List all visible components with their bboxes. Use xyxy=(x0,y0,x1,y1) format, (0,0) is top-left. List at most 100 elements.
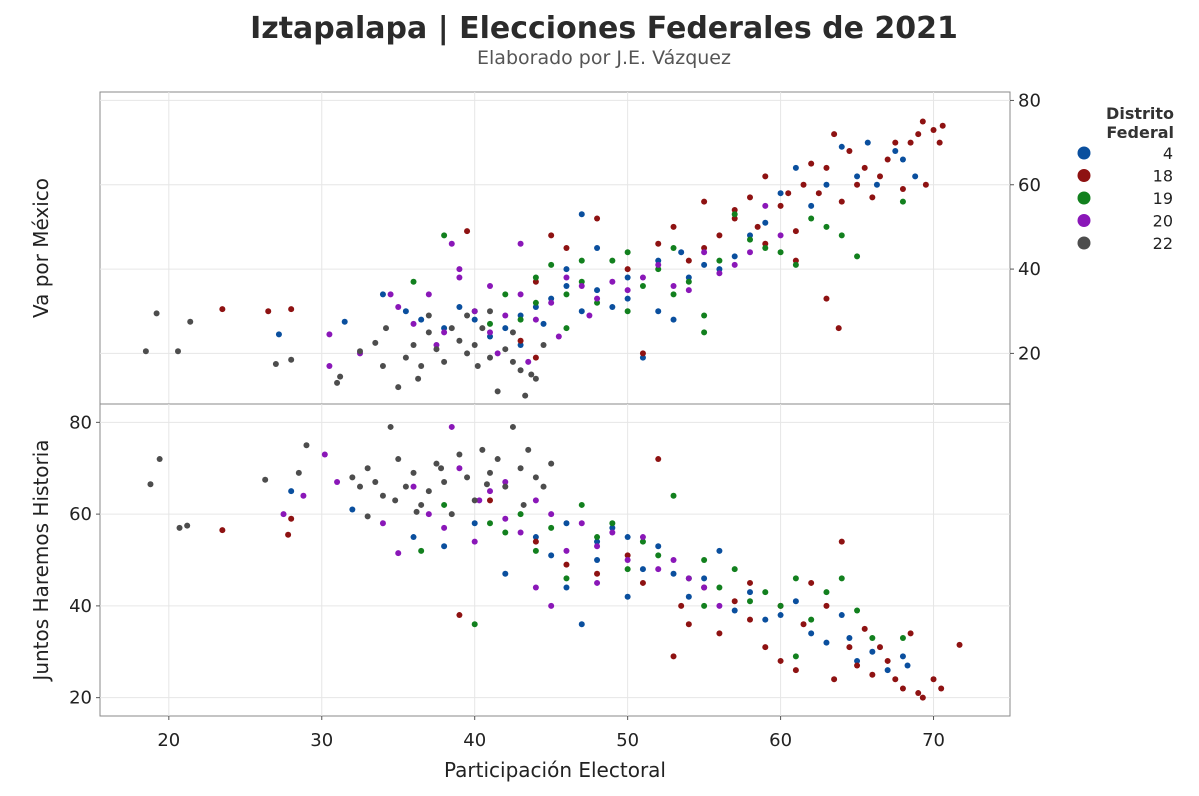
data-point xyxy=(731,207,738,214)
data-point xyxy=(861,164,868,171)
data-point xyxy=(624,593,631,600)
chart-title: Iztapalapa | Elecciones Federales de 202… xyxy=(250,11,958,46)
data-point xyxy=(425,511,432,518)
data-point xyxy=(762,173,769,180)
data-point xyxy=(456,465,463,472)
data-point xyxy=(762,202,769,209)
data-point xyxy=(701,584,708,591)
data-point xyxy=(670,316,677,323)
data-point xyxy=(685,274,692,281)
data-point xyxy=(762,616,769,623)
data-point xyxy=(425,329,432,336)
data-point xyxy=(655,240,662,247)
data-point xyxy=(540,341,547,348)
panel-frame xyxy=(99,91,1011,405)
data-point xyxy=(861,625,868,632)
data-point xyxy=(835,325,842,332)
data-point xyxy=(747,194,753,201)
data-point xyxy=(464,312,471,319)
data-point xyxy=(532,497,539,504)
data-point xyxy=(904,662,911,669)
gridlines xyxy=(100,404,1010,716)
data-point xyxy=(854,662,861,669)
data-point xyxy=(792,228,799,235)
data-point xyxy=(899,635,906,641)
data-point xyxy=(563,561,570,568)
data-point xyxy=(555,333,562,340)
data-point xyxy=(563,266,570,273)
data-point xyxy=(785,190,792,197)
data-point xyxy=(433,341,440,348)
data-point xyxy=(487,520,493,527)
data-point xyxy=(410,278,417,285)
data-point xyxy=(425,488,432,495)
data-point xyxy=(624,274,631,281)
data-point xyxy=(563,547,570,554)
data-point xyxy=(655,543,662,550)
data-point xyxy=(685,621,692,628)
data-point xyxy=(548,511,555,518)
data-point xyxy=(487,354,493,361)
data-point xyxy=(502,325,509,332)
data-point xyxy=(410,341,417,348)
data-point xyxy=(532,375,539,382)
data-point xyxy=(563,282,570,289)
data-point xyxy=(762,644,769,651)
series-22 xyxy=(142,308,547,399)
data-point xyxy=(716,584,723,591)
data-point xyxy=(655,261,662,268)
data-point xyxy=(792,257,799,264)
data-point xyxy=(517,511,524,518)
data-point xyxy=(823,181,830,188)
series-19 xyxy=(410,198,906,336)
data-point xyxy=(930,676,937,683)
data-point xyxy=(777,232,784,239)
data-point xyxy=(624,557,631,563)
data-point xyxy=(476,497,483,504)
data-point xyxy=(532,354,539,361)
data-point xyxy=(487,497,493,504)
data-point xyxy=(288,515,295,522)
data-point xyxy=(349,506,356,513)
series-18 xyxy=(219,456,963,701)
data-point xyxy=(349,474,356,481)
data-point xyxy=(548,299,555,306)
data-point xyxy=(483,481,490,488)
data-point xyxy=(532,274,539,281)
data-point xyxy=(907,630,914,637)
data-point xyxy=(532,304,539,311)
data-point xyxy=(716,270,723,277)
data-point xyxy=(383,325,389,332)
data-point xyxy=(670,570,677,577)
data-point xyxy=(609,520,616,527)
data-point xyxy=(716,266,723,273)
data-point xyxy=(864,139,871,146)
data-point xyxy=(831,676,838,683)
panel-juntos-haremos-historia: 20 40 60 80 Juntos Haremos Historia xyxy=(29,403,1011,717)
data-point xyxy=(701,312,708,319)
data-point xyxy=(522,392,529,399)
data-point xyxy=(578,501,585,508)
data-point xyxy=(624,534,631,541)
data-point xyxy=(831,131,838,138)
data-point xyxy=(877,173,883,180)
data-point xyxy=(808,630,815,637)
data-point xyxy=(487,282,493,289)
data-point xyxy=(800,621,807,628)
legend-swatch xyxy=(1077,236,1091,250)
data-point xyxy=(525,358,532,365)
data-point xyxy=(456,337,463,344)
data-point xyxy=(899,198,906,205)
y-ticks: 20 40 60 80 xyxy=(1010,90,1041,364)
data-point xyxy=(280,511,287,518)
data-point xyxy=(438,465,445,472)
legend-label: 22 xyxy=(1153,234,1173,253)
data-point xyxy=(509,423,516,430)
data-point xyxy=(402,354,409,361)
data-point xyxy=(762,245,769,251)
data-point xyxy=(441,501,448,508)
data-point xyxy=(502,312,509,319)
data-point xyxy=(334,379,341,386)
data-point xyxy=(777,190,784,197)
data-point xyxy=(441,358,448,365)
